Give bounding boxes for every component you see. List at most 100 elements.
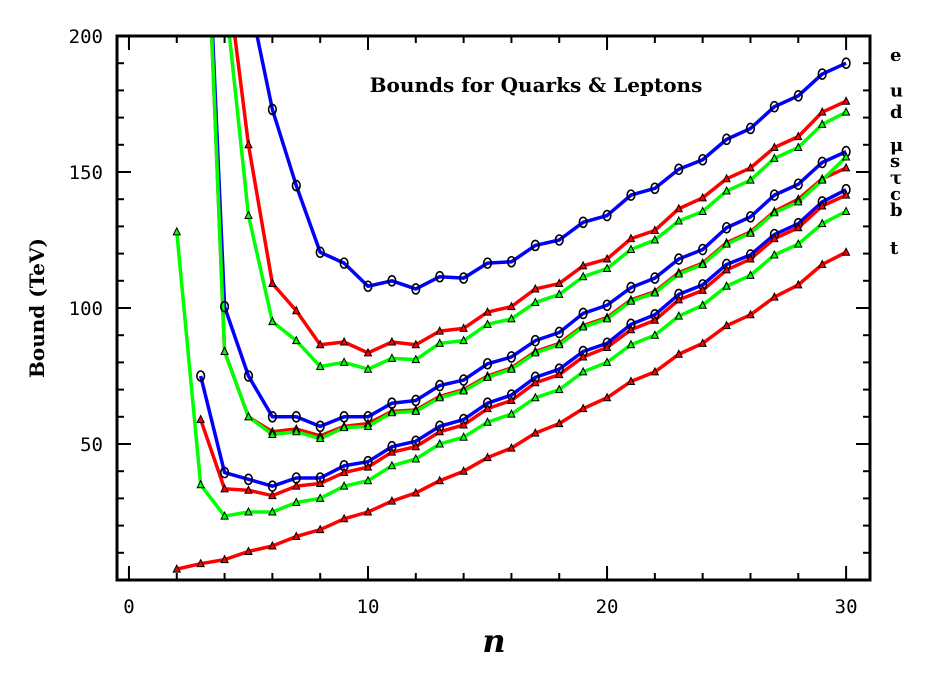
series-label: e (890, 45, 901, 66)
data-point (674, 349, 684, 358)
data-point (817, 259, 827, 268)
data-point (770, 233, 779, 243)
data-point (196, 479, 205, 489)
data-point (793, 222, 803, 232)
y-tick-label: 50 (80, 434, 103, 456)
data-point (817, 200, 827, 210)
series-line-μ (210, 36, 847, 429)
data-point (291, 179, 301, 192)
data-point (363, 347, 373, 357)
data-point (626, 324, 636, 334)
data-point (746, 309, 755, 319)
data-point (578, 351, 588, 361)
data-point (578, 216, 588, 229)
data-point (841, 190, 851, 199)
data-point (626, 376, 636, 385)
data-point (674, 311, 684, 320)
data-point (793, 90, 803, 102)
data-point (459, 335, 468, 345)
chart-title: Bounds for Quarks & Leptons (370, 73, 703, 97)
data-point (674, 253, 684, 265)
data-point (483, 306, 492, 316)
data-point (650, 182, 660, 195)
data-point (554, 384, 564, 394)
data-point (291, 335, 301, 345)
data-point (746, 175, 755, 184)
data-point (363, 462, 373, 471)
data-point (267, 410, 277, 423)
data-point (554, 289, 564, 298)
data-point (459, 272, 469, 284)
data-point (674, 215, 684, 225)
data-point (507, 364, 516, 373)
data-point (268, 429, 277, 438)
y-tick-label: 150 (69, 162, 103, 184)
data-point (745, 122, 756, 135)
data-point (746, 162, 755, 172)
data-point (459, 385, 468, 395)
data-point (626, 339, 636, 349)
data-point (506, 255, 517, 268)
data-point (817, 175, 827, 184)
data-point (650, 330, 660, 339)
data-point (793, 131, 803, 141)
data-point (650, 225, 660, 234)
data-point (506, 351, 517, 363)
data-point (507, 395, 516, 404)
data-point (698, 259, 707, 268)
series-line-c (198, 188, 847, 488)
data-point (650, 287, 660, 297)
data-point (267, 103, 277, 116)
data-point (554, 234, 564, 246)
data-point (315, 339, 325, 349)
series-layer (172, 36, 851, 573)
data-point (363, 421, 373, 430)
data-point (244, 506, 253, 516)
data-point (435, 426, 445, 436)
data-point (268, 278, 277, 288)
data-point (817, 218, 827, 228)
data-point (841, 96, 851, 105)
data-point (602, 299, 612, 312)
data-point (459, 323, 468, 332)
data-point (363, 364, 373, 373)
data-point (578, 366, 588, 376)
data-point (339, 357, 349, 366)
data-point (769, 100, 779, 113)
data-point (196, 414, 205, 424)
data-point (411, 406, 421, 415)
data-point (411, 453, 421, 463)
data-point (315, 361, 325, 370)
data-point (530, 334, 540, 347)
data-point (411, 487, 421, 497)
data-point (507, 408, 516, 418)
data-point (363, 475, 373, 485)
y-tick-label: 200 (69, 26, 103, 48)
data-point (243, 370, 254, 382)
data-point (770, 292, 779, 301)
data-point (244, 485, 253, 494)
data-point (531, 347, 540, 357)
data-point (602, 313, 612, 323)
data-point (770, 249, 779, 259)
series-group (172, 36, 851, 573)
data-point (435, 338, 445, 347)
x-tick-label: 0 (123, 596, 134, 618)
data-point (770, 207, 779, 217)
data-point (531, 297, 540, 307)
data-point (817, 156, 827, 169)
series-line-e (255, 36, 847, 291)
data-point (602, 342, 612, 351)
data-point (387, 407, 397, 417)
data-point (721, 221, 732, 234)
data-point (483, 403, 492, 413)
data-point (291, 305, 301, 315)
data-point (722, 173, 731, 183)
data-point (841, 151, 851, 161)
data-point (315, 433, 325, 443)
data-point (698, 206, 707, 215)
data-point (243, 473, 254, 486)
data-point (483, 319, 492, 328)
data-point (339, 481, 349, 490)
series-line-τ (209, 36, 848, 441)
